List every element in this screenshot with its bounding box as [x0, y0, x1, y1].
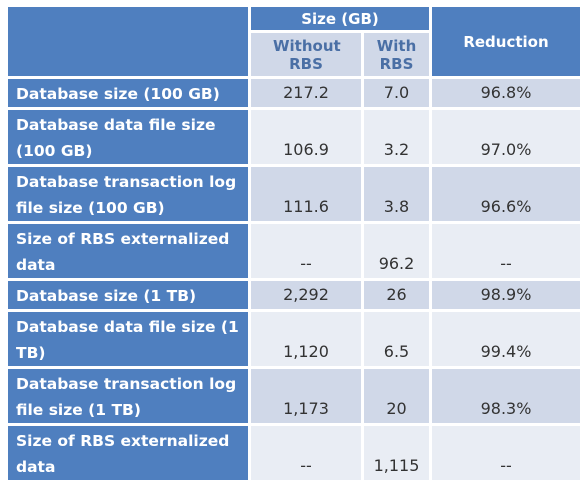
row-label: Database size (1 TB) — [5, 278, 251, 312]
rbs-size-comparison-table: Size (GB) Reduction Without RBS With RBS… — [5, 4, 583, 483]
row-label: Database data file size (1 TB) — [5, 309, 251, 369]
reduction-value: 98.9% — [429, 278, 583, 312]
without-rbs-value: 1,173 — [248, 366, 364, 426]
reduction-value: -- — [429, 423, 583, 483]
with-rbs-value: 6.5 — [361, 309, 432, 369]
without-rbs-value: 1,120 — [248, 309, 364, 369]
without-rbs-header: Without RBS — [248, 30, 364, 79]
table-row: Database size (100 GB) 217.2 7.0 96.8% — [5, 76, 583, 110]
reduction-value: -- — [429, 221, 583, 281]
with-rbs-value: 1,115 — [361, 423, 432, 483]
reduction-value: 98.3% — [429, 366, 583, 426]
row-label: Database transaction log file size (100 … — [5, 164, 251, 224]
row-label: Database transaction log file size (1 TB… — [5, 366, 251, 426]
with-rbs-value: 20 — [361, 366, 432, 426]
reduction-value: 97.0% — [429, 107, 583, 167]
table-row: Size of RBS externalized data -- 1,115 -… — [5, 423, 583, 483]
row-label: Database size (100 GB) — [5, 76, 251, 110]
size-gb-header: Size (GB) — [248, 4, 432, 33]
row-label: Size of RBS externalized data — [5, 221, 251, 281]
with-rbs-value: 26 — [361, 278, 432, 312]
without-rbs-value: 2,292 — [248, 278, 364, 312]
with-rbs-value: 3.8 — [361, 164, 432, 224]
without-rbs-value: 217.2 — [248, 76, 364, 110]
without-rbs-value: 106.9 — [248, 107, 364, 167]
table-row: Database size (1 TB) 2,292 26 98.9% — [5, 278, 583, 312]
with-rbs-value: 96.2 — [361, 221, 432, 281]
table-row: Database data file size (1 TB) 1,120 6.5… — [5, 309, 583, 369]
row-label: Size of RBS externalized data — [5, 423, 251, 483]
table-row: Database transaction log file size (100 … — [5, 164, 583, 224]
reduction-value: 96.8% — [429, 76, 583, 110]
table-row: Database data file size (100 GB) 106.9 3… — [5, 107, 583, 167]
table-row: Database transaction log file size (1 TB… — [5, 366, 583, 426]
without-rbs-value: -- — [248, 423, 364, 483]
with-rbs-value: 3.2 — [361, 107, 432, 167]
table-row: Size of RBS externalized data -- 96.2 -- — [5, 221, 583, 281]
without-rbs-value: -- — [248, 221, 364, 281]
without-rbs-value: 111.6 — [248, 164, 364, 224]
reduction-header: Reduction — [429, 4, 583, 79]
corner-header-cell — [5, 4, 251, 79]
with-rbs-value: 7.0 — [361, 76, 432, 110]
reduction-value: 96.6% — [429, 164, 583, 224]
with-rbs-header: With RBS — [361, 30, 432, 79]
reduction-value: 99.4% — [429, 309, 583, 369]
row-label: Database data file size (100 GB) — [5, 107, 251, 167]
